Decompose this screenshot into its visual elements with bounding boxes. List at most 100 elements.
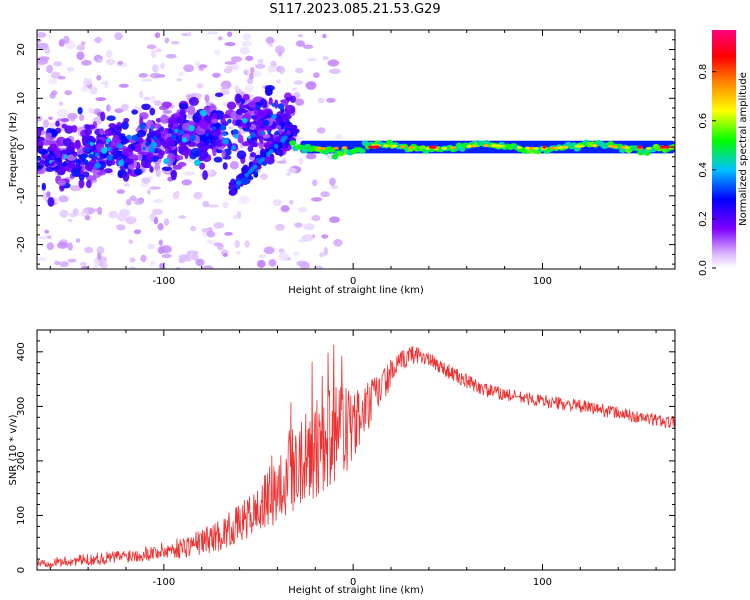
band-blob xyxy=(57,179,66,186)
noise-blob xyxy=(258,254,266,259)
noise-blob xyxy=(289,200,294,205)
noise-blob xyxy=(84,246,94,254)
noise-blob xyxy=(165,54,177,59)
noise-blob xyxy=(62,35,70,44)
band-blob xyxy=(178,147,184,154)
noise-blob xyxy=(93,208,101,212)
band-peak xyxy=(260,130,265,136)
noise-blob xyxy=(164,37,170,44)
noise-blob xyxy=(70,115,75,122)
band-peak xyxy=(179,129,185,135)
noise-blob xyxy=(95,97,107,102)
carrier-core xyxy=(533,147,539,150)
noise-blob xyxy=(227,31,233,37)
band-blob xyxy=(100,111,106,122)
noise-blob xyxy=(302,44,314,49)
band-peak xyxy=(63,154,68,159)
noise-blob xyxy=(177,71,186,77)
band-peak xyxy=(107,146,112,152)
band-blob xyxy=(237,134,244,144)
band-blob xyxy=(213,156,223,163)
band-blob xyxy=(61,123,67,129)
band-peak xyxy=(117,143,123,149)
figure-title: S117.2023.085.21.53.G29 xyxy=(269,2,441,17)
band-blob xyxy=(249,152,257,158)
noise-blob xyxy=(178,215,187,219)
noise-blob xyxy=(154,100,162,107)
carrier-core xyxy=(612,145,619,149)
noise-blob xyxy=(193,191,203,200)
noise-blob xyxy=(147,243,155,250)
colorbar-tick-label: 0.0 xyxy=(698,260,709,276)
noise-blob xyxy=(230,56,242,63)
noise-blob xyxy=(216,243,224,251)
band-blob xyxy=(60,118,70,123)
noise-blob xyxy=(181,179,192,186)
band-blob xyxy=(211,118,218,124)
band-blob xyxy=(268,97,273,105)
band-blob xyxy=(274,99,279,109)
band-blob xyxy=(146,151,154,160)
carrier-core xyxy=(449,146,456,150)
noise-blob xyxy=(224,231,233,236)
snr-line xyxy=(37,344,675,568)
noise-blob xyxy=(157,223,164,231)
band-peak xyxy=(267,130,271,134)
band-blob xyxy=(188,96,199,106)
noise-blob xyxy=(84,215,91,221)
band-peak xyxy=(163,158,170,165)
arm-peak xyxy=(252,165,257,170)
noise-blob xyxy=(48,78,58,85)
band-peak xyxy=(171,134,177,140)
noise-blob xyxy=(128,239,133,244)
arm-peak xyxy=(260,157,265,162)
band-blob xyxy=(104,128,112,137)
noise-blob xyxy=(75,238,81,243)
arm-peak xyxy=(269,149,274,154)
noise-blob xyxy=(155,48,162,53)
band-blob xyxy=(259,135,264,144)
band-blob xyxy=(215,92,224,98)
carrier-peak xyxy=(428,145,437,149)
band-peak xyxy=(222,138,229,145)
band-blob xyxy=(167,117,178,124)
x-tick-label: -100 xyxy=(152,276,175,287)
noise-blob xyxy=(235,251,241,255)
band-blob xyxy=(106,115,116,121)
band-blob xyxy=(47,197,55,207)
band-blob xyxy=(41,182,46,191)
noise-blob xyxy=(162,109,172,114)
band-peak xyxy=(152,136,158,141)
band-blob xyxy=(96,171,106,176)
carrier-core xyxy=(516,146,523,149)
band-peak xyxy=(117,159,125,167)
noise-blob xyxy=(139,90,144,99)
noise-blob xyxy=(146,44,157,50)
noise-blob xyxy=(334,134,343,140)
noise-blob xyxy=(222,201,229,209)
carrier-core xyxy=(645,147,652,150)
band-peak xyxy=(148,146,155,153)
noise-blob xyxy=(311,197,323,202)
carrier-core xyxy=(383,144,390,148)
arm-peak xyxy=(244,172,249,178)
carrier-peak xyxy=(368,145,380,149)
band-peak xyxy=(105,138,110,144)
noise-blob xyxy=(222,253,228,257)
noise-blob xyxy=(285,172,292,176)
band-blob xyxy=(62,138,72,147)
band-blob xyxy=(85,175,97,182)
band-blob xyxy=(155,129,161,136)
noise-blob xyxy=(217,36,223,41)
noise-blob xyxy=(100,81,108,85)
x-tick-label: 100 xyxy=(533,276,552,287)
band-peak xyxy=(174,128,179,133)
noise-blob xyxy=(317,97,325,104)
noise-blob xyxy=(72,208,79,215)
noise-blob xyxy=(129,257,136,263)
carrier-core xyxy=(391,144,398,148)
band-peak xyxy=(248,135,252,139)
band-blob xyxy=(290,95,296,103)
arm-peak xyxy=(236,180,241,185)
band-peak xyxy=(181,137,188,143)
